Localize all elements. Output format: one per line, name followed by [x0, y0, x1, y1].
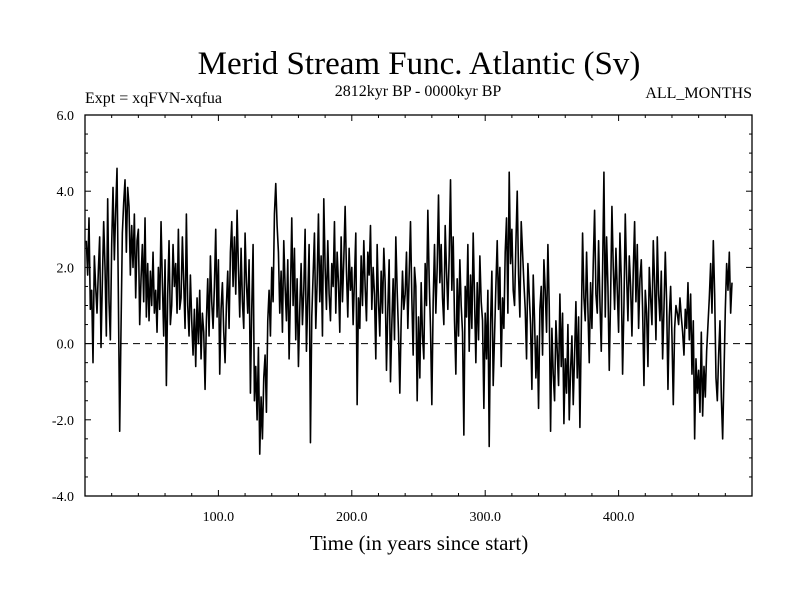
y-tick-label: 6.0	[57, 109, 75, 124]
x-tick-label: 100.0	[203, 510, 235, 525]
experiment-label: Expt = xqFVN-xqfua	[85, 90, 222, 107]
y-tick-label: 2.0	[57, 261, 75, 276]
x-tick-label: 200.0	[336, 510, 368, 525]
series-line	[85, 167, 733, 455]
x-tick-label: 400.0	[603, 510, 635, 525]
chart-title: Merid Stream Func. Atlantic (Sv)	[198, 46, 641, 82]
plot-frame	[84, 114, 753, 497]
y-tick-label: 4.0	[57, 185, 75, 200]
time-range-label: 2812kyr BP - 0000kyr BP	[335, 83, 502, 100]
x-tick-label: 300.0	[469, 510, 501, 525]
months-label: ALL_MONTHS	[645, 85, 752, 102]
y-tick-label: 0.0	[57, 338, 75, 353]
x-axis-label: Time (in years since start)	[310, 531, 529, 555]
y-tick-label: -2.0	[52, 414, 74, 429]
y-tick-label: -4.0	[52, 490, 74, 505]
